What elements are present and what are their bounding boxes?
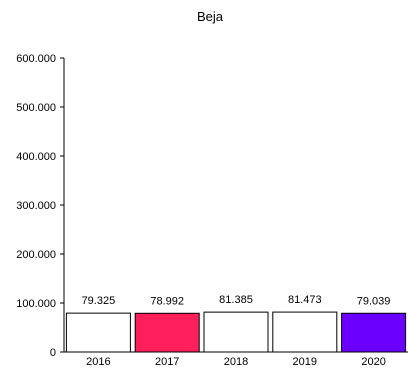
y-tick-label: 500.000 [16, 102, 56, 114]
bar [65, 312, 131, 353]
data-label: 81.385 [219, 294, 253, 306]
bar [341, 312, 407, 353]
data-label: 78.992 [150, 295, 184, 307]
y-tick-label: 200.000 [16, 249, 56, 261]
bar [272, 311, 338, 353]
x-tick-label: 2018 [224, 356, 248, 368]
y-tick-label: 600.000 [16, 53, 56, 65]
bar [134, 312, 200, 353]
x-tick-label: 2017 [155, 356, 179, 368]
y-tick-label: 300.000 [16, 200, 56, 212]
data-label: 79.325 [82, 295, 116, 307]
data-label: 81.473 [288, 294, 322, 306]
bars: 79.325 78.992 81.385 81.473 79.039 [65, 294, 407, 353]
bar [203, 311, 269, 353]
chart-title: Beja [197, 9, 224, 24]
x-axis: 2016 2017 2018 2019 2020 [64, 351, 408, 368]
y-tick-label: 400.000 [16, 151, 56, 163]
data-label: 79.039 [357, 295, 391, 307]
y-axis: 0 100.000 200.000 300.000 400.000 500.000 600.… [16, 53, 65, 359]
y-tick-label: 100.000 [16, 298, 56, 310]
x-tick-label: 2020 [361, 356, 385, 368]
y-tick-label: 0 [50, 347, 56, 359]
x-tick-label: 2016 [86, 356, 110, 368]
x-tick-label: 2019 [293, 356, 317, 368]
